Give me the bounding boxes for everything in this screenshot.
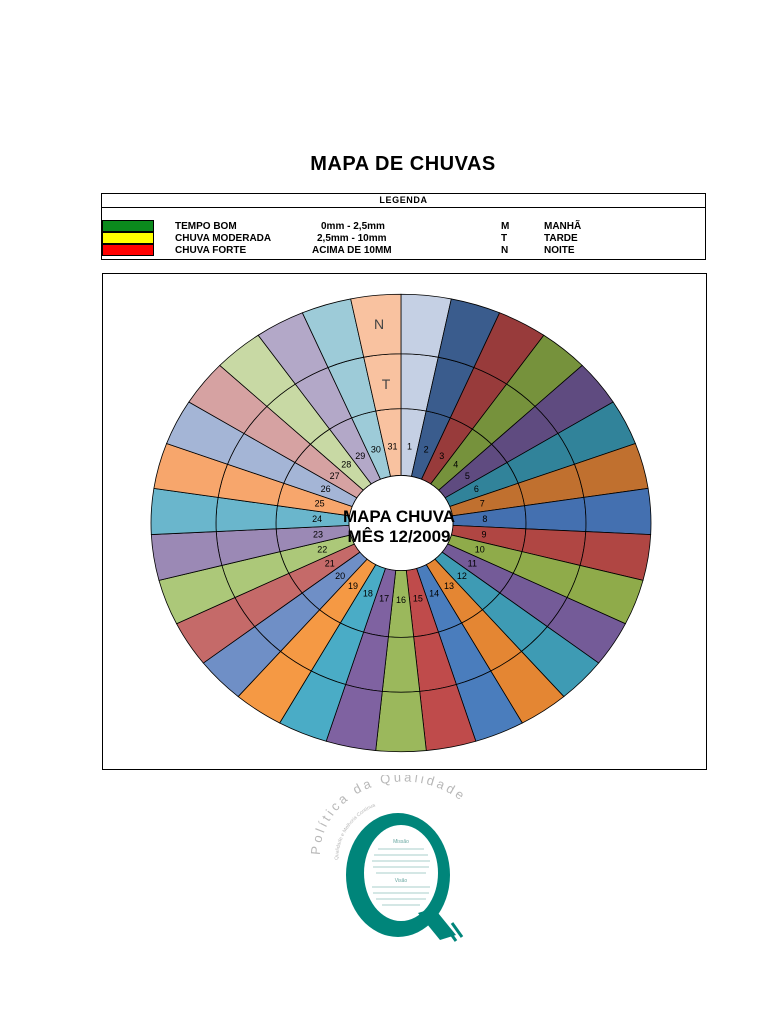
day-label: 6	[474, 484, 479, 494]
day-label: 4	[453, 460, 458, 470]
day-16-ring-night-segment	[375, 690, 427, 753]
day-label: 16	[396, 595, 406, 605]
logo-missao: Missão	[393, 839, 409, 845]
day-label: 3	[439, 451, 444, 461]
day-label: 30	[371, 445, 381, 455]
legend-box: LEGENDA TEMPO BOM 0mm - 2,5mm M MANHÃ CH…	[101, 193, 706, 260]
legend-label: CHUVA MODERADA	[175, 233, 272, 244]
afternoon-ring-label: T	[382, 376, 391, 392]
quality-policy-logo: Política da Qualidade Qualidade e Melhor…	[298, 769, 498, 955]
day-label: 17	[379, 593, 389, 603]
chart-center-subtitle: MÊS 12/2009	[347, 527, 450, 546]
day-label: 23	[313, 530, 323, 540]
legend-range: ACIMA DE 10MM	[312, 245, 392, 256]
legend-period: TARDE	[544, 233, 578, 244]
day-label: 28	[341, 460, 351, 470]
day-label: 10	[475, 545, 485, 555]
chart-center-title: MAPA CHUVA	[343, 507, 455, 526]
day-label: 18	[363, 589, 373, 599]
day-label: 26	[321, 484, 331, 494]
day-label: 22	[317, 545, 327, 555]
yellow-swatch	[102, 232, 154, 244]
legend-code: T	[501, 233, 508, 244]
legend-code: M	[501, 221, 510, 232]
day-label: 21	[325, 559, 335, 569]
day-31-ring-night-segment	[350, 293, 402, 358]
day-16-ring-afternoon-segment	[381, 636, 421, 693]
day-label: 29	[355, 451, 365, 461]
legend-row-chuva-moderada: CHUVA MODERADA 2,5mm - 10mm T TARDE	[102, 232, 705, 245]
day-label: 14	[429, 589, 439, 599]
night-ring-label: N	[374, 316, 384, 332]
day-label: 1	[407, 442, 412, 452]
day-label: 8	[482, 514, 487, 524]
day-label: 2	[424, 445, 429, 455]
day-label: 15	[413, 593, 423, 603]
day-label: 20	[335, 571, 345, 581]
legend-label: TEMPO BOM	[175, 221, 237, 232]
legend-row-chuva-forte: CHUVA FORTE ACIMA DE 10MM N NOITE	[102, 244, 705, 257]
page-title: MAPA DE CHUVAS	[310, 153, 496, 175]
day-label: 9	[482, 530, 487, 540]
day-label: 27	[330, 471, 340, 481]
legend-code: N	[501, 245, 509, 256]
red-swatch	[102, 244, 154, 256]
day-label: 13	[444, 581, 454, 591]
day-label: 19	[348, 581, 358, 591]
legend-row-tempo-bom: TEMPO BOM 0mm - 2,5mm M MANHÃ	[102, 220, 705, 233]
day-label: 12	[457, 571, 467, 581]
day-label: 25	[315, 499, 325, 509]
day-label: 11	[468, 559, 477, 569]
legend-range: 0mm - 2,5mm	[321, 221, 385, 232]
rain-map-svg: 1 234567891011121314151617181920212223242…	[150, 293, 652, 753]
chart-center-hole	[348, 475, 454, 571]
legend-label: CHUVA FORTE	[175, 245, 247, 256]
legend-period: NOITE	[544, 245, 575, 256]
day-label: 24	[312, 514, 322, 524]
quality-logo-graphic: Política da Qualidade Qualidade e Melhor…	[308, 769, 467, 942]
legend-period: MANHÃ	[544, 221, 582, 232]
logo-visao: Visão	[395, 878, 408, 884]
legend-header: LEGENDA	[102, 194, 705, 208]
day-label: 7	[480, 499, 485, 509]
day-label: 31	[387, 442, 397, 452]
green-swatch	[102, 220, 154, 232]
rain-map-chart: 1 2 3 4 5 6 7 8 9 10 11 12 13 14 15 16 17 18 19 20 21 22 23 24 2…	[102, 273, 707, 770]
day-label: 5	[465, 471, 470, 481]
legend-range: 2,5mm - 10mm	[317, 233, 387, 244]
